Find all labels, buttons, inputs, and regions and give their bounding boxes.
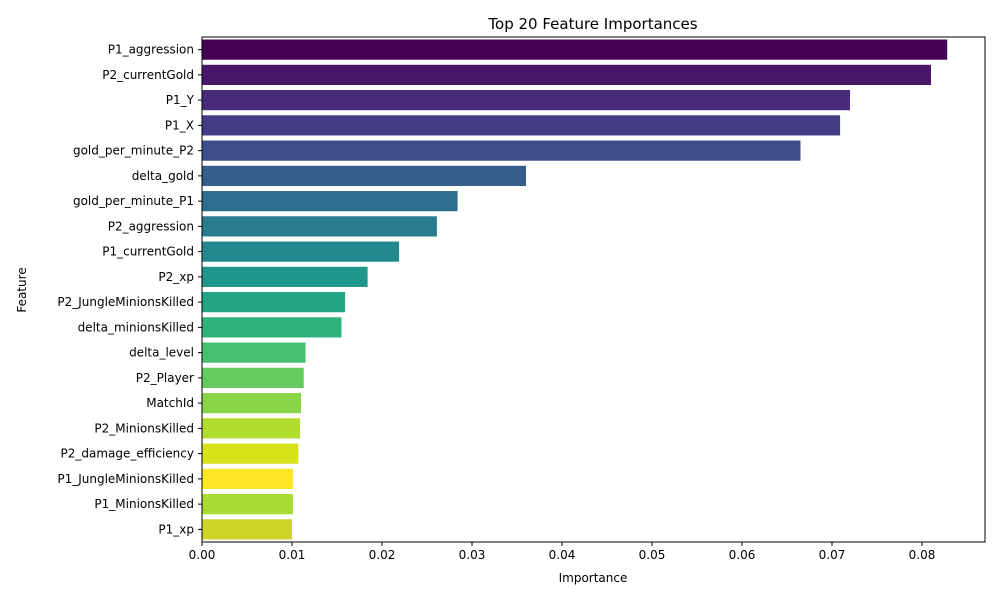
x-tick-label: 0.08 [909, 548, 936, 562]
bar-P1_JungleMinionsKilled [202, 468, 293, 489]
y-tick-label: MatchId [146, 396, 194, 410]
bar-P2_MinionsKilled [202, 418, 301, 439]
x-tick-label: 0.01 [279, 548, 306, 562]
bar-P1_X [202, 115, 841, 136]
plot-frame [201, 36, 986, 543]
chart-title: Top 20 Feature Importances [487, 15, 697, 33]
y-tick-label: gold_per_minute_P1 [73, 194, 194, 208]
bar-P1_MinionsKilled [202, 494, 293, 515]
y-tick-label: P1_currentGold [102, 245, 194, 259]
y-tick-label: P1_xp [158, 522, 194, 536]
bar-P1_Y [202, 90, 850, 111]
bar-MatchId [202, 393, 301, 414]
bar-gold_per_minute_P1 [202, 191, 458, 212]
y-tick-label: delta_gold [132, 169, 194, 183]
x-tick-label: 0.04 [549, 548, 576, 562]
x-axis-title: Importance [559, 571, 628, 585]
bar-P2_currentGold [202, 64, 931, 85]
x-tick-label: 0.06 [729, 548, 756, 562]
y-tick-label: delta_minionsKilled [78, 320, 194, 334]
y-tick-label: P2_xp [158, 270, 194, 284]
y-tick-label: P2_currentGold [102, 68, 194, 82]
bar-P1_xp [202, 519, 292, 540]
x-tick-label: 0.03 [459, 548, 486, 562]
y-tick-label: P2_damage_efficiency [61, 447, 195, 461]
y-tick-label: P2_JungleMinionsKilled [57, 295, 194, 309]
x-tick-label: 0.02 [369, 548, 396, 562]
y-tick-label: P2_MinionsKilled [94, 421, 194, 435]
y-tick-label: P2_Player [136, 371, 194, 385]
bar-delta_gold [202, 165, 526, 186]
bar-P2_Player [202, 367, 304, 388]
bar-P2_damage_efficiency [202, 443, 299, 464]
y-tick-label: P1_aggression [108, 43, 194, 57]
bar-P1_aggression [202, 39, 948, 60]
bar-gold_per_minute_P2 [202, 140, 801, 161]
y-tick-labels: P1_aggression P2_currentGold P1_Y P1_X gold_… [57, 43, 202, 536]
bar-P1_currentGold [202, 241, 400, 262]
bar-P2_xp [202, 266, 368, 287]
y-tick-label: delta_level [129, 346, 194, 360]
bar-delta_level [202, 342, 306, 363]
x-ticks: 0.00 0.01 0.02 0.03 0.04 0.05 0.06 0.07 0.08 [189, 542, 936, 562]
bars-group [202, 39, 948, 540]
y-tick-label: gold_per_minute_P2 [73, 144, 194, 158]
bar-P2_JungleMinionsKilled [202, 292, 346, 313]
x-tick-label: 0.07 [819, 548, 846, 562]
x-tick-label: 0.05 [639, 548, 666, 562]
y-tick-label: P1_Y [166, 93, 195, 107]
bar-P2_aggression [202, 216, 437, 237]
y-tick-label: P1_X [165, 118, 194, 132]
y-tick-label: P2_aggression [108, 219, 194, 233]
x-tick-label: 0.00 [189, 548, 216, 562]
y-tick-label: P1_MinionsKilled [94, 497, 194, 511]
bar-delta_minionsKilled [202, 317, 342, 338]
y-tick-label: P1_JungleMinionsKilled [57, 472, 194, 486]
y-axis-title: Feature [15, 267, 29, 312]
